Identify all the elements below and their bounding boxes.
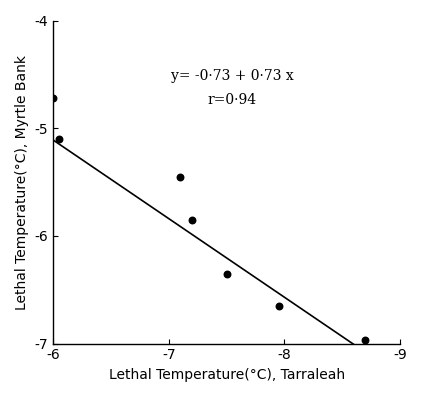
- Point: [177, 173, 184, 180]
- Point: [275, 303, 282, 309]
- Point: [362, 337, 369, 343]
- Point: [56, 136, 62, 142]
- Y-axis label: Lethal Temperature(°C), Myrtle Bank: Lethal Temperature(°C), Myrtle Bank: [15, 54, 29, 310]
- Point: [223, 270, 230, 277]
- Point: [189, 216, 195, 223]
- Point: [50, 95, 57, 101]
- Text: r=0·94: r=0·94: [208, 93, 257, 107]
- Text: y= -0·73 + 0·73 x: y= -0·73 + 0·73 x: [171, 69, 294, 83]
- X-axis label: Lethal Temperature(°C), Tarraleah: Lethal Temperature(°C), Tarraleah: [108, 368, 345, 382]
